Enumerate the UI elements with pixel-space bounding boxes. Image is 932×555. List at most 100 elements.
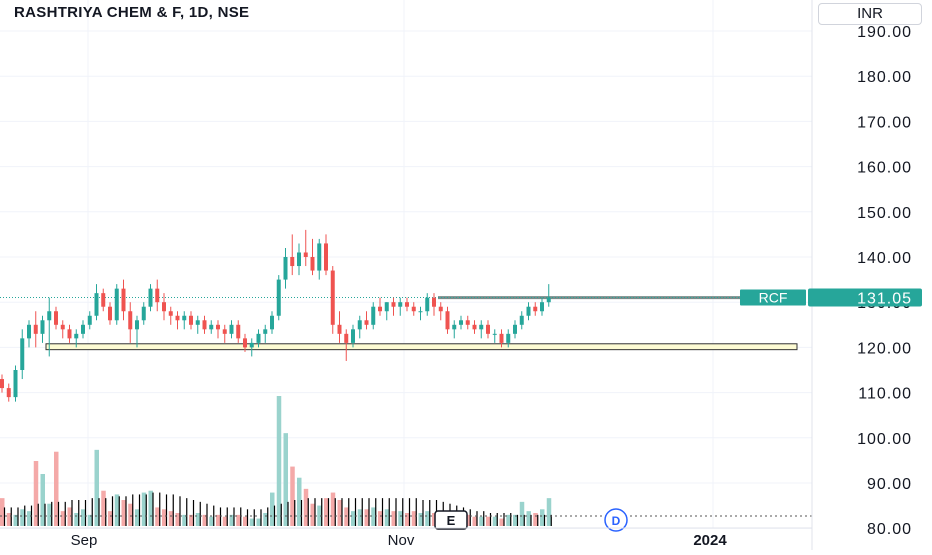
volume-bar [472,516,477,526]
candle [398,302,403,307]
candle [438,306,443,312]
volume-bar [135,509,140,526]
volume-bar [60,511,66,526]
y-tick-label: 90.00 [867,476,912,493]
volume-bar [290,466,295,526]
candle [405,302,409,307]
candle [33,324,38,334]
volume-bar [6,513,12,526]
candle [351,329,355,343]
candle [283,257,288,280]
price-tag-value: 131.05 [857,290,912,307]
candle [67,329,72,339]
candle [222,329,227,334]
candle [492,333,497,335]
volume-bar [303,488,309,526]
volume-bar [546,498,552,526]
candle [216,324,220,330]
volume-bar [337,500,342,526]
volume-bar [27,511,32,526]
volume-bar [155,507,160,526]
candle [546,297,551,303]
candle [344,333,349,343]
volume-bar [398,511,403,526]
candle [465,320,470,325]
volume-bar [13,514,18,526]
candle [445,311,450,330]
candle [141,306,146,321]
candle [452,324,457,330]
volume-bar [405,513,410,526]
candle [432,297,436,307]
volume-bar [519,501,525,526]
y-tick-label: 170.00 [857,114,912,131]
candle [195,320,200,325]
candle [81,324,85,334]
candle [324,243,328,271]
volume-bar [209,516,214,526]
volume-bar [256,518,261,526]
volume-bar [499,518,504,526]
candle [47,311,52,321]
candle [128,311,133,330]
candle [310,257,315,271]
volume-bar [526,511,531,526]
volume-bar [378,511,383,526]
volume-bar [276,396,282,526]
volume-bar [243,516,248,526]
candle [513,324,517,334]
candle [0,379,4,389]
candle [162,302,166,312]
volume-bar [533,513,538,526]
candle [249,342,254,348]
earnings-marker-label: E [447,513,456,528]
candle [330,270,335,325]
candle [182,315,187,321]
dividend-marker[interactable] [604,508,628,532]
candle [276,279,281,316]
candle [101,293,106,307]
support-zone[interactable] [45,343,798,351]
volume-bar [33,461,39,526]
volume-bar [344,507,349,526]
y-tick-label: 160.00 [857,160,912,177]
volume-bar [108,511,113,526]
candle [229,324,234,334]
candle [506,333,511,343]
candle [425,297,430,312]
volume-bar [492,516,498,526]
volume-bar [330,492,336,526]
dividend-marker-label: D [612,514,621,528]
volume-bar [94,449,99,526]
candle [209,324,214,330]
candle [270,315,274,330]
volume-bar [222,516,228,526]
candle [155,288,160,303]
candle [364,320,369,325]
candle [40,320,45,334]
volume-bar [418,513,423,526]
volume-bar [540,509,545,526]
candle [108,306,112,321]
candle [411,306,416,312]
earnings-marker[interactable] [434,510,468,530]
volume-bar [47,503,52,526]
candle [499,333,504,343]
candle [175,315,180,321]
volume-bar [168,511,174,526]
y-tick-label: 100.00 [857,431,912,448]
volume-bar [506,514,511,526]
volume-bar [54,451,59,526]
candle [135,320,139,330]
volume-bar [182,514,187,526]
volume-bar [74,513,79,526]
currency-button[interactable]: INR [818,3,922,25]
candle [472,324,477,330]
x-tick-label: Sep [71,532,98,549]
y-tick-label: 150.00 [857,205,912,222]
volume-bar [317,505,322,526]
y-tick-label: 180.00 [857,69,912,86]
candle [54,311,58,325]
